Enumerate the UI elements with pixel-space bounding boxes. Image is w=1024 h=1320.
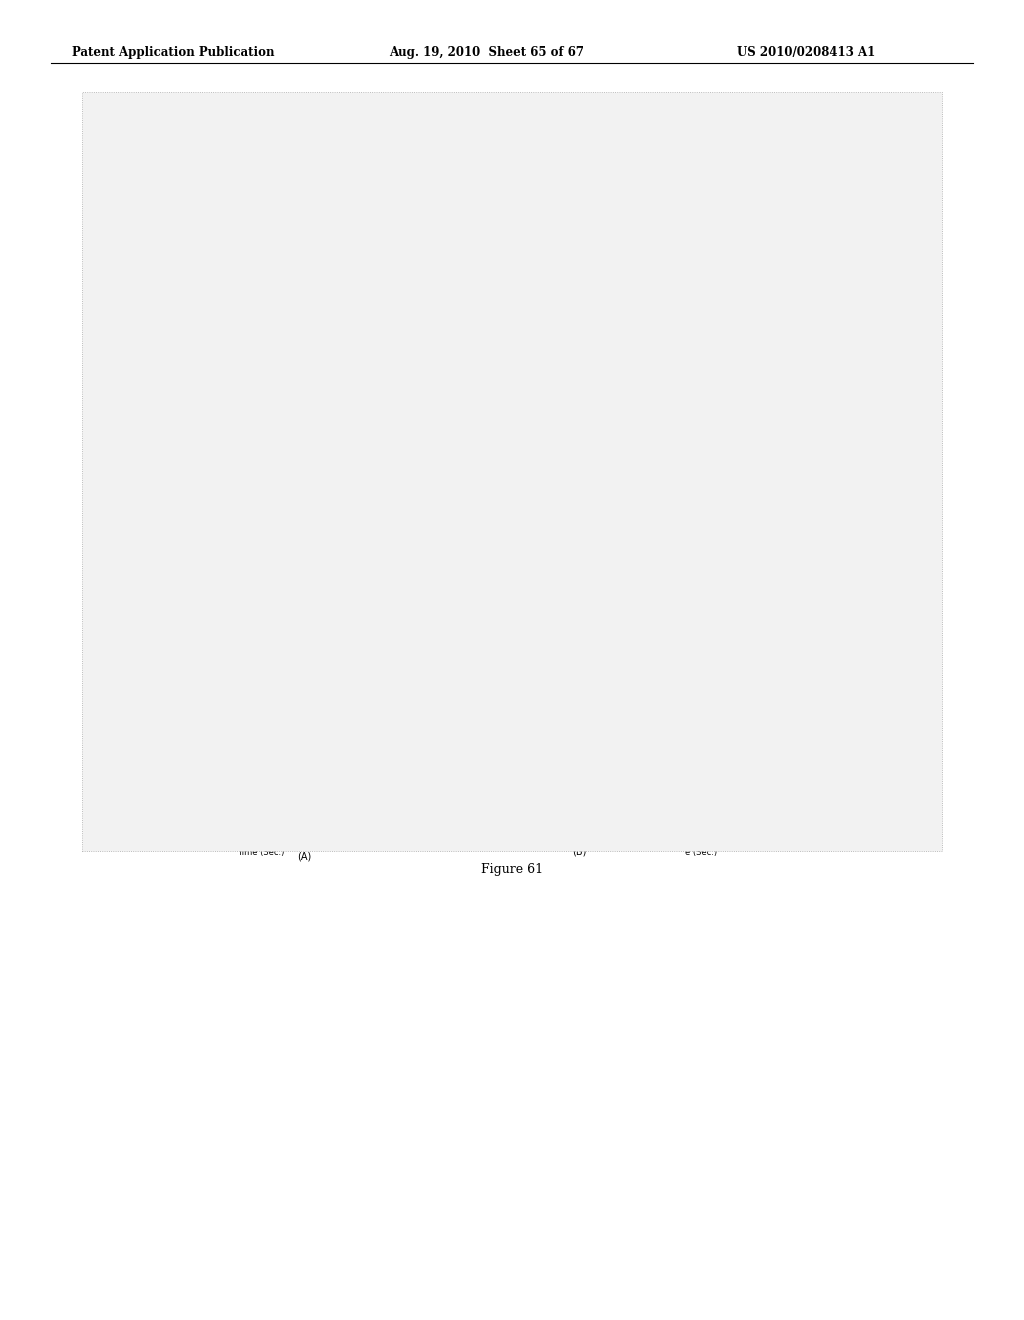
Text: Figure 61: Figure 61 (481, 863, 543, 876)
SS on Au IFL (255, 723, 267, 739)
SS (341, 723, 353, 739)
SS on Au IFL (284, 705, 296, 721)
SS on Au IFL (370, 667, 382, 682)
Line: SS on Au IFL: SS on Au IFL (116, 663, 407, 829)
X-axis label: e (Sec.): e (Sec.) (685, 849, 718, 858)
SS on Au IFL (112, 820, 124, 836)
SS (112, 820, 124, 836)
Text: (A): (A) (297, 851, 311, 862)
SS (255, 763, 267, 779)
X-axis label: Time (Sec.): Time (Sec.) (238, 849, 285, 858)
SS on Au IFL (140, 807, 153, 822)
Text: Aug. 19, 2010  Sheet 65 of 67: Aug. 19, 2010 Sheet 65 of 67 (389, 46, 584, 59)
SS (140, 810, 153, 826)
SS (370, 711, 382, 727)
SS (226, 775, 239, 791)
SS (398, 698, 411, 714)
SS (284, 750, 296, 766)
SS on Au IFL (198, 772, 210, 788)
SS on Au IFL (312, 689, 325, 705)
SS on Au IFL (398, 657, 411, 673)
Legend: SS Au IFL, SS: SS Au IFL, SS (854, 689, 919, 718)
Text: (B): (B) (572, 846, 587, 857)
SS on Au IFL (169, 791, 181, 807)
Legend: SS on Au IFL, SS: SS on Au IFL, SS (414, 689, 490, 718)
Y-axis label: Current density(mA/cm2): Current density(mA/cm2) (520, 678, 529, 785)
SS (169, 800, 181, 816)
Text: Patent Application Publication: Patent Application Publication (72, 46, 274, 59)
SS (198, 788, 210, 804)
Text: US 2010/0208413 A1: US 2010/0208413 A1 (737, 46, 876, 59)
SS (312, 737, 325, 752)
Y-axis label: Charge (mC): Charge (mC) (87, 705, 96, 759)
SS on Au IFL (226, 750, 239, 766)
SS on Au IFL (341, 676, 353, 692)
Line: SS: SS (116, 705, 407, 829)
